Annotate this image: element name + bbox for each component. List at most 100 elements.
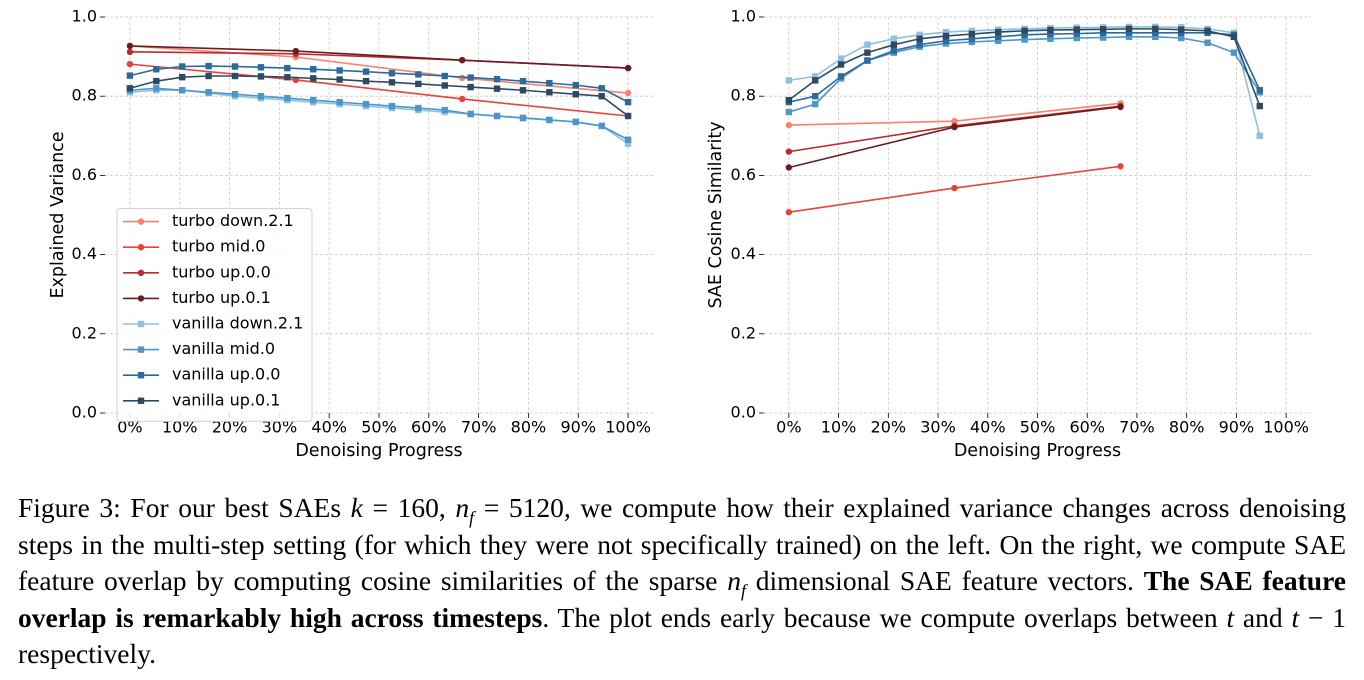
marker — [137, 218, 145, 225]
math: n — [727, 565, 741, 596]
x-tick-label: 100% — [1263, 418, 1309, 437]
marker — [519, 87, 527, 94]
marker — [785, 96, 793, 104]
marker — [812, 100, 819, 108]
marker — [362, 77, 370, 85]
marker — [942, 28, 950, 36]
marker — [415, 104, 422, 112]
marker — [624, 112, 632, 120]
y-axis-label: SAE Cosine Similarity — [706, 121, 726, 308]
line — [129, 45, 629, 69]
math: n — [455, 492, 470, 523]
marker — [1073, 34, 1080, 42]
marker — [205, 62, 212, 70]
x-tick-label: 70% — [461, 418, 497, 437]
marker — [1099, 26, 1107, 33]
marker — [864, 49, 871, 56]
marker — [493, 112, 501, 120]
marker — [995, 28, 1002, 36]
marker — [257, 93, 265, 100]
legend-label: vanilla down.2.1 — [172, 314, 303, 333]
marker — [126, 60, 134, 68]
marker — [1047, 30, 1054, 38]
caption: Figure 3: For our best SAEs k = 160, nf … — [18, 490, 1346, 673]
marker — [785, 121, 793, 129]
marker — [231, 91, 239, 98]
marker — [624, 136, 632, 143]
marker — [1073, 30, 1080, 37]
marker — [126, 72, 134, 79]
marker — [388, 79, 396, 86]
marker — [388, 102, 396, 110]
marker — [153, 77, 160, 85]
legend-label: vanilla mid.0 — [172, 339, 275, 358]
x-tick-label: 100% — [605, 418, 651, 437]
marker — [572, 81, 579, 89]
marker — [493, 75, 501, 83]
marker — [137, 320, 145, 328]
marker — [205, 89, 212, 96]
marker — [441, 82, 448, 89]
marker — [1204, 39, 1211, 46]
y-tick-label: 0.8 — [731, 86, 756, 105]
marker — [137, 269, 145, 276]
legend-label: turbo up.0.0 — [172, 262, 271, 281]
line — [788, 32, 1261, 103]
marker — [257, 64, 265, 71]
marker — [598, 85, 605, 92]
marker — [1047, 26, 1054, 34]
marker — [493, 85, 501, 92]
legend-label: turbo down.2.1 — [172, 211, 294, 230]
marker — [1256, 132, 1263, 139]
marker — [362, 68, 370, 75]
marker — [995, 33, 1002, 40]
x-tick-label: 50% — [361, 418, 397, 437]
marker — [942, 37, 950, 44]
marker — [598, 93, 605, 100]
x-tick-label: 30% — [262, 418, 298, 437]
marker — [1125, 25, 1133, 33]
legend-label: turbo mid.0 — [172, 237, 265, 256]
marker — [1021, 31, 1028, 39]
marker — [1047, 35, 1054, 42]
marker — [1099, 29, 1107, 37]
marker — [126, 42, 134, 50]
marker — [137, 372, 145, 379]
marker — [864, 57, 871, 64]
x-tick-label: 20% — [871, 418, 907, 437]
marker — [572, 91, 579, 98]
marker — [362, 100, 370, 108]
marker — [890, 47, 897, 54]
legend-box — [116, 208, 313, 422]
x-tick-label: 50% — [1020, 418, 1056, 437]
marker — [137, 244, 145, 251]
x-tick-label: 80% — [1169, 418, 1205, 437]
caption-text: = 160, — [362, 492, 456, 523]
marker — [1099, 34, 1107, 41]
y-tick-label: 1.0 — [731, 7, 756, 26]
marker — [1073, 26, 1080, 33]
x-tick-label: 10% — [162, 418, 198, 437]
legend-label: turbo up.0.1 — [172, 288, 271, 307]
marker — [916, 35, 923, 42]
marker — [415, 80, 422, 88]
math: t — [1291, 601, 1300, 633]
y-tick-label: 0.0 — [731, 403, 756, 422]
marker — [1256, 87, 1263, 94]
math-sub: f — [740, 580, 746, 601]
marker — [441, 106, 448, 114]
caption-text: − 1 respectively. — [18, 601, 1346, 670]
caption-text: . The plot ends early because we compute… — [542, 601, 1227, 633]
x-tick-label: 70% — [1119, 418, 1155, 437]
figure: 0.0 0.2 0.4 0.6 0.8 1.0 0% 10% 20% 30% 40% 50% 60% 70… — [48, 7, 1311, 461]
line — [129, 75, 629, 117]
y-tick-label: 0.4 — [731, 244, 756, 263]
marker — [837, 61, 845, 68]
x-tick-label: 90% — [1219, 418, 1255, 437]
marker — [1256, 102, 1263, 110]
marker — [837, 55, 845, 62]
marker — [231, 72, 239, 80]
marker — [310, 66, 317, 73]
marker — [1204, 27, 1211, 35]
legend-label: vanilla up.0.0 — [172, 365, 280, 384]
